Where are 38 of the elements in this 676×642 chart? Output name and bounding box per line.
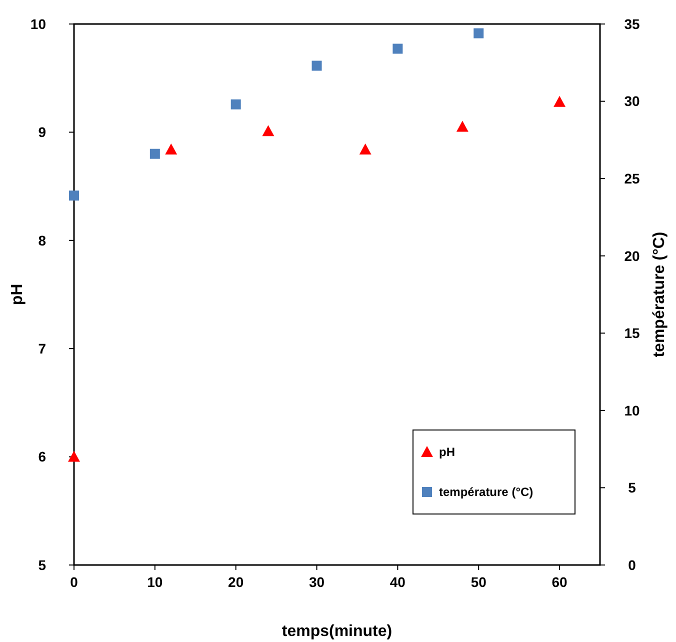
point xyxy=(262,125,274,136)
y-tick-label: 9 xyxy=(38,124,46,140)
y-tick-label: 10 xyxy=(30,16,46,32)
x-tick-label: 20 xyxy=(228,574,244,590)
x-tick-label: 0 xyxy=(70,574,78,590)
x-tick-label: 30 xyxy=(308,574,325,590)
legend-label: pH xyxy=(439,445,455,460)
point xyxy=(359,144,372,155)
point xyxy=(69,190,79,201)
y2-tick-label: 10 xyxy=(624,402,640,418)
x-tick-label: 10 xyxy=(147,574,163,590)
y-tick-label: 8 xyxy=(38,232,46,248)
y2-tick-label: 0 xyxy=(628,556,636,573)
y2-tick-label: 20 xyxy=(624,248,640,264)
x-tick-label: 40 xyxy=(390,574,406,590)
point xyxy=(150,148,160,159)
point xyxy=(68,450,80,462)
y-tick-label: 6 xyxy=(38,448,46,465)
x-tick-label: 60 xyxy=(552,574,568,590)
x-axis-title: temps(minute) xyxy=(282,623,392,640)
point xyxy=(554,96,566,107)
y-axis-title: pH xyxy=(9,284,26,306)
y2-tick-label: 15 xyxy=(624,325,640,342)
y-tick-label: 5 xyxy=(38,556,46,573)
legend-label: température (°C) xyxy=(439,485,534,500)
y2-tick-label: 35 xyxy=(624,16,640,32)
point xyxy=(165,144,178,155)
y2-tick-label: 5 xyxy=(628,480,636,496)
x-tick-label: 50 xyxy=(470,574,487,590)
point xyxy=(312,60,322,71)
y-tick-label: 7 xyxy=(38,340,46,356)
point xyxy=(456,120,468,132)
y2-axis-title: température (°C) xyxy=(651,232,668,358)
point xyxy=(230,99,241,110)
point xyxy=(392,44,403,54)
point xyxy=(474,28,484,38)
y2-tick-label: 30 xyxy=(624,93,640,110)
y2-tick-label: 25 xyxy=(624,170,640,186)
